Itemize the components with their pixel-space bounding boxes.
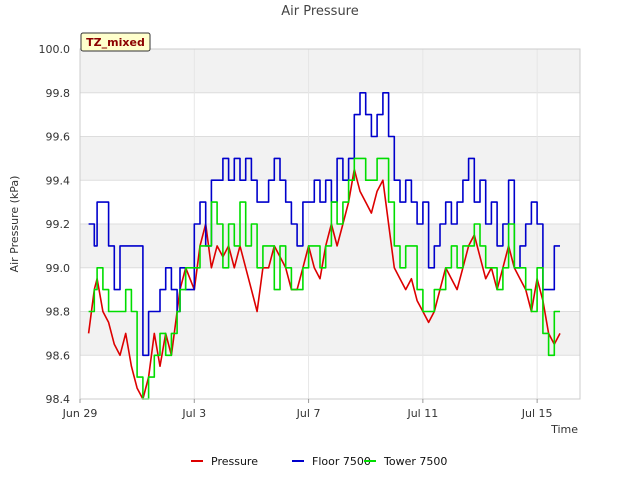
badge: TZ_mixed: [80, 32, 151, 52]
legend-label-tower-7500: Tower 7500: [383, 455, 447, 468]
plot-frame: [79, 48, 581, 400]
series-layer: [87, 92, 561, 400]
chart-title: Air Pressure: [281, 4, 359, 19]
x-tick-label: Jul 11: [406, 407, 438, 420]
y-tick-labels: 98.4 98.6 98.8 99.0 99.2 99.4 99.6 99.8 100.0: [39, 43, 71, 406]
y-tick-label: 100.0: [39, 43, 71, 56]
series-line-pressure: [87, 168, 561, 400]
series-line-tower-7500: [88, 157, 560, 400]
y-tick-label: 98.4: [46, 393, 71, 406]
badge-text: TZ_mixed: [86, 36, 145, 49]
x-tick-label: Jun 29: [62, 407, 98, 420]
x-tick-label: Jul 3: [181, 407, 206, 420]
x-axis-label: Time: [550, 423, 578, 436]
legend-label-pressure: Pressure: [211, 455, 258, 468]
x-tick-label: Jul 7: [296, 407, 321, 420]
y-tick-label: 99.8: [46, 87, 71, 100]
y-tick-label: 98.8: [46, 306, 71, 319]
plot-band: [80, 49, 580, 93]
plot-band: [80, 92, 580, 137]
y-tick-label: 99.4: [46, 174, 71, 187]
x-tick-label: Jul 15: [521, 407, 553, 420]
x-tick-labels: Jun 29 Jul 3 Jul 7 Jul 11 Jul 15: [62, 399, 553, 420]
legend: Pressure Floor 7500 Tower 7500: [191, 455, 447, 468]
y-tick-label: 99.0: [46, 262, 71, 275]
legend-label-floor-7500: Floor 7500: [312, 455, 371, 468]
y-axis-label: Air Pressure (kPa): [8, 176, 21, 273]
plot-band: [80, 355, 580, 399]
badge-box: [80, 32, 151, 52]
plot-band: [80, 136, 580, 181]
plot-band: [80, 180, 580, 224]
y-tick-label: 99.2: [46, 218, 71, 231]
y-tick-label: 98.6: [46, 349, 71, 362]
y-tick-label: 99.6: [46, 131, 71, 144]
plot-band: [80, 267, 580, 312]
